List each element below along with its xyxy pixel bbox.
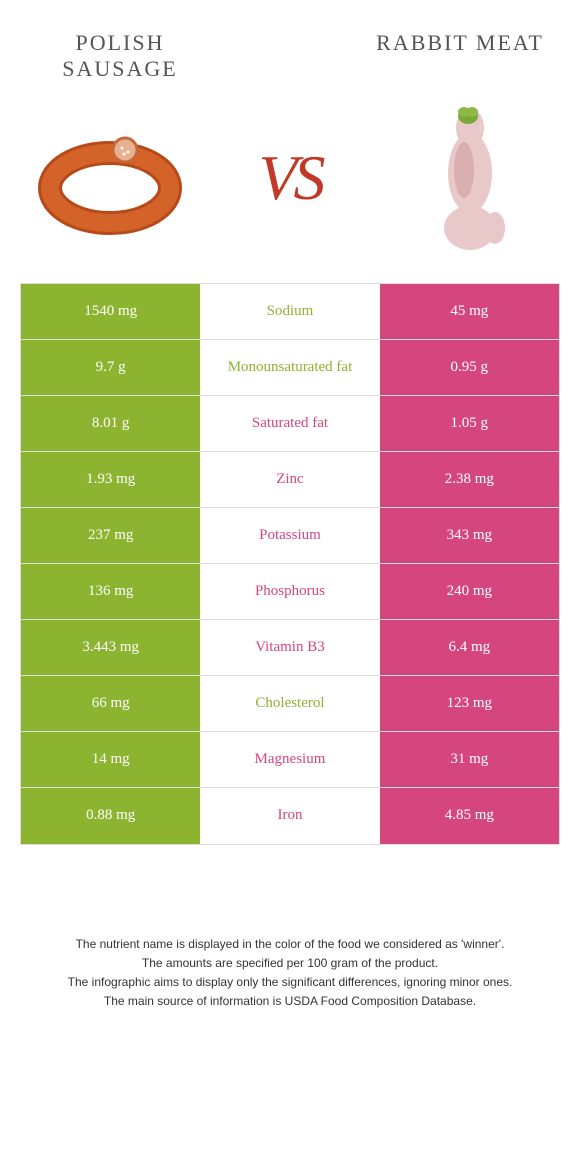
footer-line: The main source of information is USDA F…: [30, 992, 550, 1011]
left-value: 0.88 mg: [21, 788, 200, 844]
left-food-title: POLISH SAUSAGE: [20, 30, 220, 83]
right-value: 240 mg: [380, 564, 559, 619]
right-value: 0.95 g: [380, 340, 559, 395]
footer-notes: The nutrient name is displayed in the co…: [20, 935, 560, 1012]
left-value: 66 mg: [21, 676, 200, 731]
right-value: 1.05 g: [380, 396, 559, 451]
left-food-image: [20, 98, 200, 258]
right-value: 45 mg: [380, 284, 559, 339]
nutrient-row: 237 mgPotassium343 mg: [21, 508, 559, 564]
right-value: 123 mg: [380, 676, 559, 731]
right-food-image: [380, 98, 560, 258]
right-value: 4.85 mg: [380, 788, 559, 844]
titles-row: POLISH SAUSAGE RABBIT MEAT: [20, 30, 560, 83]
rabbit-meat-icon: [420, 98, 520, 258]
nutrient-label: Monounsaturated fat: [200, 340, 379, 395]
nutrient-row: 66 mgCholesterol123 mg: [21, 676, 559, 732]
right-value: 2.38 mg: [380, 452, 559, 507]
nutrient-row: 136 mgPhosphorus240 mg: [21, 564, 559, 620]
nutrient-label: Iron: [200, 788, 379, 844]
vs-label: VS: [258, 141, 321, 215]
right-food-title: RABBIT MEAT: [360, 30, 560, 56]
right-value: 6.4 mg: [380, 620, 559, 675]
right-value: 31 mg: [380, 732, 559, 787]
sausage-icon: [30, 118, 190, 238]
nutrient-row: 14 mgMagnesium31 mg: [21, 732, 559, 788]
nutrient-row: 1540 mgSodium45 mg: [21, 284, 559, 340]
footer-line: The nutrient name is displayed in the co…: [30, 935, 550, 954]
nutrient-label: Cholesterol: [200, 676, 379, 731]
nutrient-label: Zinc: [200, 452, 379, 507]
nutrient-label: Vitamin B3: [200, 620, 379, 675]
left-value: 237 mg: [21, 508, 200, 563]
footer-line: The amounts are specified per 100 gram o…: [30, 954, 550, 973]
left-value: 1540 mg: [21, 284, 200, 339]
nutrient-row: 1.93 mgZinc2.38 mg: [21, 452, 559, 508]
nutrient-row: 9.7 gMonounsaturated fat0.95 g: [21, 340, 559, 396]
nutrient-label: Potassium: [200, 508, 379, 563]
left-value: 3.443 mg: [21, 620, 200, 675]
nutrient-label: Phosphorus: [200, 564, 379, 619]
nutrient-row: 3.443 mgVitamin B36.4 mg: [21, 620, 559, 676]
left-value: 8.01 g: [21, 396, 200, 451]
left-value: 136 mg: [21, 564, 200, 619]
footer-line: The infographic aims to display only the…: [30, 973, 550, 992]
left-value: 14 mg: [21, 732, 200, 787]
images-row: VS: [20, 93, 560, 263]
left-value: 9.7 g: [21, 340, 200, 395]
nutrient-label: Sodium: [200, 284, 379, 339]
nutrient-label: Magnesium: [200, 732, 379, 787]
nutrient-label: Saturated fat: [200, 396, 379, 451]
left-value: 1.93 mg: [21, 452, 200, 507]
right-value: 343 mg: [380, 508, 559, 563]
nutrient-row: 0.88 mgIron4.85 mg: [21, 788, 559, 844]
nutrient-table: 1540 mgSodium45 mg9.7 gMonounsaturated f…: [20, 283, 560, 845]
nutrient-row: 8.01 gSaturated fat1.05 g: [21, 396, 559, 452]
